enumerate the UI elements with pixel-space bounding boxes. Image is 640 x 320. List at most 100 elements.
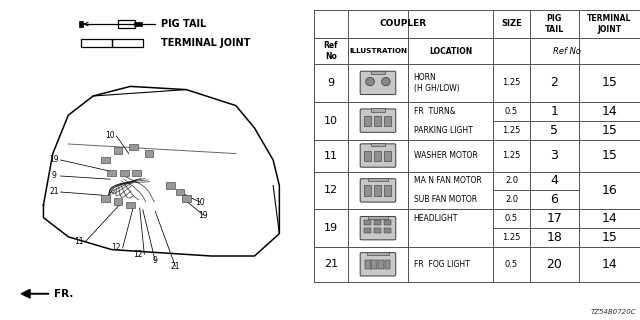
Bar bbox=[374, 185, 381, 196]
Text: WASHER MOTOR: WASHER MOTOR bbox=[413, 151, 477, 160]
Bar bbox=[529, 190, 579, 209]
Text: 14: 14 bbox=[602, 212, 618, 225]
Bar bbox=[132, 170, 141, 176]
Text: 0.5: 0.5 bbox=[505, 107, 518, 116]
Bar bbox=[493, 64, 529, 102]
Text: 19: 19 bbox=[198, 211, 208, 220]
Bar bbox=[368, 178, 388, 181]
Text: PIG
TAIL: PIG TAIL bbox=[545, 14, 564, 34]
Text: 2.0: 2.0 bbox=[505, 195, 518, 204]
Bar bbox=[79, 21, 83, 27]
Bar bbox=[384, 151, 391, 161]
Text: 10: 10 bbox=[106, 132, 115, 140]
Bar bbox=[348, 247, 408, 282]
Text: TERMINAL JOINT: TERMINAL JOINT bbox=[161, 38, 251, 48]
Text: 21: 21 bbox=[49, 188, 59, 196]
Bar bbox=[579, 172, 640, 209]
Text: 1.25: 1.25 bbox=[502, 125, 521, 135]
Bar bbox=[348, 172, 408, 209]
Bar bbox=[364, 220, 371, 225]
Text: SUB FAN MOTOR: SUB FAN MOTOR bbox=[413, 195, 477, 204]
Bar bbox=[348, 64, 408, 102]
Text: 3: 3 bbox=[550, 149, 558, 162]
Bar bbox=[118, 20, 135, 28]
Bar bbox=[408, 64, 493, 102]
Text: 15: 15 bbox=[602, 76, 618, 89]
Bar bbox=[314, 209, 348, 247]
Bar bbox=[348, 209, 408, 247]
Bar bbox=[348, 38, 408, 64]
Text: SIZE: SIZE bbox=[501, 20, 522, 28]
Bar bbox=[529, 102, 579, 121]
Bar bbox=[529, 140, 579, 172]
Bar bbox=[364, 116, 371, 126]
Bar bbox=[529, 228, 579, 247]
Bar bbox=[166, 182, 175, 189]
Bar bbox=[120, 170, 129, 176]
Bar bbox=[364, 151, 371, 161]
Bar bbox=[529, 247, 579, 282]
Bar bbox=[493, 190, 529, 209]
Text: 12: 12 bbox=[133, 250, 143, 259]
Bar bbox=[408, 38, 493, 64]
Bar bbox=[81, 39, 112, 47]
Bar bbox=[493, 102, 529, 121]
Bar bbox=[371, 108, 385, 112]
Bar bbox=[384, 228, 391, 233]
Bar bbox=[529, 10, 579, 38]
Bar bbox=[378, 260, 384, 269]
Bar bbox=[529, 121, 579, 140]
Bar bbox=[145, 150, 154, 157]
Bar bbox=[374, 116, 381, 126]
Text: Ref
No: Ref No bbox=[324, 42, 339, 61]
Text: 14: 14 bbox=[602, 258, 618, 271]
Text: 11: 11 bbox=[74, 237, 84, 246]
Circle shape bbox=[366, 77, 374, 86]
Bar bbox=[493, 140, 529, 172]
Bar bbox=[314, 140, 348, 172]
Bar bbox=[374, 151, 381, 161]
Text: 12: 12 bbox=[324, 185, 338, 196]
Bar bbox=[101, 195, 110, 202]
FancyBboxPatch shape bbox=[360, 144, 396, 167]
Circle shape bbox=[381, 77, 390, 86]
Text: 1: 1 bbox=[550, 105, 558, 118]
Text: 21: 21 bbox=[324, 259, 338, 269]
Text: 20: 20 bbox=[547, 258, 563, 271]
Bar bbox=[368, 216, 388, 219]
Bar bbox=[529, 64, 579, 102]
Text: PARKING LIGHT: PARKING LIGHT bbox=[413, 125, 472, 135]
Text: ILLUSTRATION: ILLUSTRATION bbox=[349, 48, 407, 54]
Text: 5: 5 bbox=[550, 124, 558, 137]
Bar bbox=[126, 202, 134, 208]
Text: FR  FOG LIGHT: FR FOG LIGHT bbox=[413, 260, 469, 269]
Bar bbox=[493, 121, 529, 140]
Text: 19: 19 bbox=[49, 156, 59, 164]
Text: Ref No: Ref No bbox=[553, 47, 580, 56]
FancyBboxPatch shape bbox=[360, 109, 396, 132]
Text: HEADLIGHT: HEADLIGHT bbox=[413, 214, 458, 223]
Bar bbox=[182, 195, 191, 202]
FancyBboxPatch shape bbox=[360, 252, 396, 276]
Bar bbox=[364, 185, 371, 196]
FancyBboxPatch shape bbox=[360, 179, 396, 202]
Bar bbox=[314, 64, 348, 102]
Bar bbox=[112, 39, 143, 47]
Text: 6: 6 bbox=[550, 193, 558, 206]
Bar bbox=[579, 228, 640, 247]
Bar bbox=[493, 172, 529, 190]
Text: 0.5: 0.5 bbox=[505, 214, 518, 223]
Bar bbox=[348, 102, 408, 140]
FancyBboxPatch shape bbox=[360, 216, 396, 240]
Bar bbox=[348, 140, 408, 172]
Bar bbox=[493, 209, 529, 228]
Text: 2.0: 2.0 bbox=[505, 176, 518, 186]
Bar bbox=[579, 247, 640, 282]
Bar bbox=[384, 116, 391, 126]
Bar bbox=[365, 260, 371, 269]
Text: HORN
(H GH/LOW): HORN (H GH/LOW) bbox=[413, 73, 460, 92]
Bar bbox=[579, 209, 640, 228]
Bar bbox=[493, 38, 640, 64]
Bar bbox=[493, 228, 529, 247]
Bar bbox=[384, 220, 391, 225]
